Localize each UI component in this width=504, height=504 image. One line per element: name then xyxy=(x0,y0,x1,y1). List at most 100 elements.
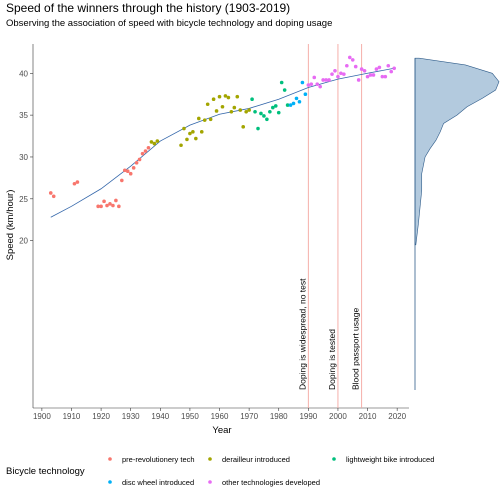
data-point xyxy=(392,66,396,70)
data-point xyxy=(336,75,340,79)
data-point xyxy=(182,127,186,131)
data-point xyxy=(221,105,225,109)
data-point xyxy=(117,205,121,209)
data-point xyxy=(345,64,349,68)
data-point xyxy=(277,111,281,115)
annotation-lines: Doping is widespread, no test Doping is t… xyxy=(297,44,361,408)
legend-label: pre-revolutionery tech xyxy=(122,455,195,464)
legend-label: derailleur introduced xyxy=(222,455,290,464)
data-point xyxy=(315,82,319,86)
legend-key xyxy=(208,457,212,461)
data-point xyxy=(215,109,219,113)
data-point xyxy=(253,110,257,114)
y-tick-label: 30 xyxy=(19,153,28,162)
data-point xyxy=(259,112,263,116)
data-point xyxy=(298,100,302,104)
data-point xyxy=(304,92,308,96)
legend-label: lightweight bike introduced xyxy=(346,455,434,464)
annotation-label: Blood passport usage xyxy=(351,308,361,390)
data-point xyxy=(185,138,189,142)
y-tick-label: 40 xyxy=(19,69,28,78)
data-point xyxy=(144,149,148,153)
legend-title: Bicycle technology xyxy=(6,466,85,477)
data-point xyxy=(135,161,139,165)
y-axis-ticks: 20 25 30 35 40 xyxy=(19,69,33,245)
data-point xyxy=(378,66,382,70)
trend-line xyxy=(51,68,394,217)
data-point xyxy=(230,110,234,114)
plot-area: Doping is widespread, no test Doping is t… xyxy=(19,44,409,421)
scatter-points xyxy=(49,56,396,209)
legend-label: other technologies developed xyxy=(222,478,320,487)
data-point xyxy=(49,191,53,195)
data-point xyxy=(357,78,361,82)
data-point xyxy=(342,72,346,76)
data-point xyxy=(262,114,266,118)
data-point xyxy=(268,110,272,114)
x-tick-label: 2020 xyxy=(388,412,406,421)
data-point xyxy=(274,104,278,108)
data-point xyxy=(363,69,367,73)
data-point xyxy=(52,194,56,198)
y-tick-label: 25 xyxy=(19,195,28,204)
x-tick-label: 1960 xyxy=(211,412,229,421)
legend-key xyxy=(108,480,112,484)
data-point xyxy=(191,130,195,134)
y-axis-label: Speed (km/hour) xyxy=(5,190,16,261)
data-point xyxy=(330,72,334,76)
annotation-label: Doping is widespread, no test xyxy=(297,278,307,390)
data-point xyxy=(203,118,207,122)
data-point xyxy=(194,137,198,141)
data-point xyxy=(280,81,284,85)
data-point xyxy=(212,97,216,101)
data-point xyxy=(200,130,204,134)
data-point xyxy=(327,78,331,82)
data-point xyxy=(227,96,231,100)
data-point xyxy=(256,127,260,131)
data-point xyxy=(283,88,287,92)
data-point xyxy=(384,75,388,79)
x-axis-label: Year xyxy=(212,425,231,436)
y-tick-label: 35 xyxy=(19,111,28,120)
x-tick-label: 1980 xyxy=(270,412,288,421)
data-point xyxy=(238,108,242,112)
data-point xyxy=(99,205,103,209)
data-point xyxy=(147,146,151,150)
data-point xyxy=(235,95,239,99)
annotation-label: Doping is tested xyxy=(327,329,337,390)
data-point xyxy=(179,143,183,147)
density-plot xyxy=(415,58,499,390)
data-point xyxy=(247,108,251,112)
data-point xyxy=(386,64,390,68)
legend-label: disc wheel introduced xyxy=(122,478,194,487)
data-point xyxy=(111,204,115,208)
data-point xyxy=(250,97,254,101)
data-point xyxy=(197,117,201,121)
density-area xyxy=(415,58,499,245)
data-point xyxy=(153,142,157,146)
data-point xyxy=(206,102,210,106)
x-tick-label: 2000 xyxy=(329,412,347,421)
data-point xyxy=(209,118,213,122)
data-point xyxy=(312,76,316,80)
data-point xyxy=(233,106,237,110)
x-tick-label: 2010 xyxy=(359,412,377,421)
data-point xyxy=(132,166,136,170)
data-point xyxy=(265,118,269,122)
data-point xyxy=(141,152,145,156)
chart-title: Speed of the winners through the history… xyxy=(6,1,290,15)
data-point xyxy=(333,69,337,73)
data-point xyxy=(138,158,142,162)
data-point xyxy=(309,82,313,86)
x-tick-label: 1910 xyxy=(63,412,81,421)
data-point xyxy=(354,65,358,69)
chart-subtitle: Observing the association of speed with … xyxy=(6,18,332,29)
legend-items: pre-revolutionery tech derailleur introdu… xyxy=(108,455,434,487)
data-point xyxy=(351,58,355,62)
data-point xyxy=(120,179,124,183)
data-point xyxy=(129,172,133,176)
data-point xyxy=(372,73,376,77)
trend-line-group xyxy=(51,68,394,217)
y-tick-label: 20 xyxy=(19,237,28,246)
legend-key xyxy=(108,457,112,461)
